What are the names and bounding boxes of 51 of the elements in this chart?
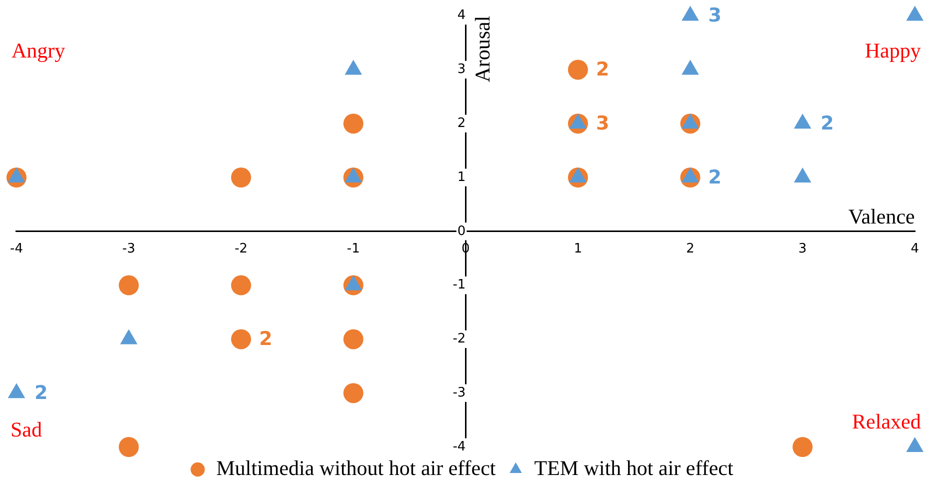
y-tick-label: -1 — [452, 278, 466, 293]
point — [344, 60, 362, 75]
x-tick-label: -2 — [234, 242, 248, 257]
point — [118, 275, 139, 296]
x-tick-label: -3 — [122, 242, 136, 257]
point — [231, 329, 252, 350]
annotation: Happy — [864, 38, 922, 62]
point — [794, 168, 812, 182]
y-tick-label: -2 — [452, 332, 466, 347]
y-tick-label: -4 — [452, 439, 466, 454]
point — [118, 437, 139, 457]
annotation: 3 — [596, 112, 610, 135]
x-tick-label: 3 — [798, 242, 807, 257]
point — [794, 114, 812, 129]
annotation: 2 — [34, 382, 48, 404]
point — [682, 60, 699, 75]
annotation: 2 — [259, 328, 272, 350]
y-tick-label: 3 — [457, 62, 466, 78]
point — [682, 114, 699, 129]
y-tick-label: 2 — [457, 116, 466, 131]
legend-label: TEM with hot air effect — [534, 456, 734, 480]
point — [569, 114, 587, 129]
y-tick-label: 1 — [457, 170, 466, 185]
annotation: Angry — [11, 38, 66, 62]
x-tick-label: -1 — [346, 242, 360, 257]
annotation: 2 — [596, 58, 610, 81]
point — [792, 437, 813, 457]
y-tick-label: 0 — [457, 224, 466, 239]
annotation: 2 — [708, 166, 722, 188]
annotation: 2 — [820, 112, 834, 135]
x-tick-label: -4 — [10, 242, 23, 257]
point — [343, 383, 364, 404]
y-tick-label: 4 — [457, 8, 466, 24]
y-axis-title: Arousal — [470, 16, 495, 82]
x-tick-label: 2 — [686, 242, 694, 257]
annotation: 3 — [708, 4, 722, 27]
x-tick-label: 4 — [910, 242, 920, 257]
x-axis-title: Valence — [848, 204, 915, 228]
annotation: Sad — [10, 418, 42, 442]
annotation: Relaxed — [852, 410, 922, 434]
point — [569, 168, 587, 182]
point — [8, 168, 26, 182]
point — [344, 168, 362, 182]
point — [682, 6, 699, 21]
x-tick-label: 1 — [574, 242, 582, 257]
point — [343, 329, 364, 350]
point — [231, 275, 252, 296]
point — [906, 6, 924, 21]
legend-label: Multimedia without hot air effect — [216, 456, 496, 480]
y-tick-label: -3 — [452, 385, 466, 400]
point — [682, 168, 699, 182]
